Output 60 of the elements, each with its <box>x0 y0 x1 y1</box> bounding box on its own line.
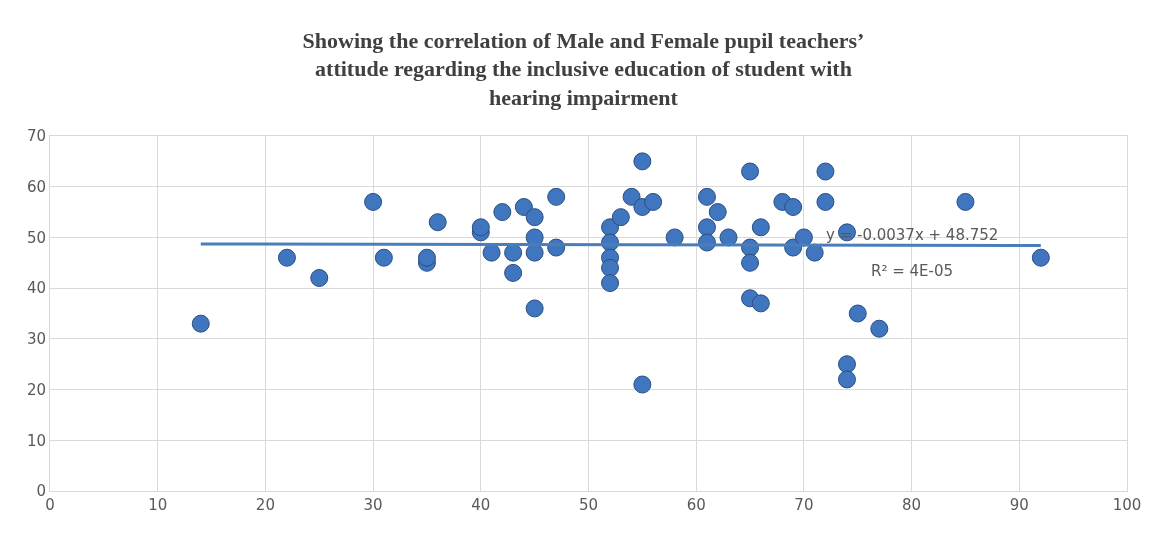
x-tick-label: 30 <box>363 496 383 514</box>
annotation: R² = 4E-05 <box>871 262 954 280</box>
y-tick-label: 70 <box>26 127 46 146</box>
point <box>622 187 641 206</box>
point <box>525 208 544 227</box>
x-tick-label: 60 <box>686 496 706 514</box>
y-tick-label: 0 <box>36 482 46 501</box>
point <box>601 258 620 277</box>
x-tick-label: 70 <box>794 496 814 514</box>
point <box>514 198 533 216</box>
x-tick-label: 100 <box>1112 496 1142 514</box>
point <box>611 208 630 227</box>
chart-title: Showing the correlation of Male and Female pupil teachers’ attitude regarding the inclusive education of student with hearing impairment <box>302 27 865 111</box>
y-tick-label: 20 <box>26 380 46 399</box>
x-tick-label: 20 <box>255 496 275 514</box>
point <box>956 192 975 211</box>
x-tick-label: 40 <box>471 496 491 514</box>
point <box>417 248 436 267</box>
y-tick-label: 60 <box>26 177 46 196</box>
y-tick-label: 50 <box>26 228 46 247</box>
point <box>837 370 856 389</box>
point <box>741 162 760 181</box>
y-tick-label: 40 <box>26 279 46 298</box>
x-tick-label: 50 <box>578 496 599 514</box>
point <box>504 263 523 282</box>
point <box>784 198 803 216</box>
point <box>601 274 620 293</box>
point <box>191 314 210 333</box>
point <box>471 218 490 237</box>
point <box>837 355 856 374</box>
point <box>644 192 663 211</box>
point <box>493 203 512 222</box>
point <box>1031 248 1050 267</box>
point <box>816 192 835 211</box>
point <box>697 218 716 237</box>
point <box>816 162 835 181</box>
x-tick-label: 80 <box>902 496 922 514</box>
point <box>870 319 889 338</box>
point <box>277 248 296 267</box>
point <box>633 152 652 171</box>
point <box>633 375 652 394</box>
point <box>751 218 770 237</box>
point <box>374 248 393 267</box>
x-tick-label: 10 <box>148 496 168 514</box>
point <box>848 304 867 323</box>
point <box>525 299 544 318</box>
y-tick-label: 10 <box>26 431 46 450</box>
point <box>547 187 566 206</box>
point <box>751 294 770 313</box>
point <box>428 213 447 232</box>
point <box>482 243 501 262</box>
point <box>708 203 727 222</box>
point <box>364 192 383 211</box>
point <box>697 187 716 206</box>
x-tick-label: 90 <box>1009 496 1029 514</box>
point <box>794 228 813 247</box>
annotation: y = -0.0037x + 48.752 <box>826 226 999 244</box>
point <box>310 269 329 287</box>
point <box>741 253 760 272</box>
y-tick-label: 30 <box>26 330 46 349</box>
